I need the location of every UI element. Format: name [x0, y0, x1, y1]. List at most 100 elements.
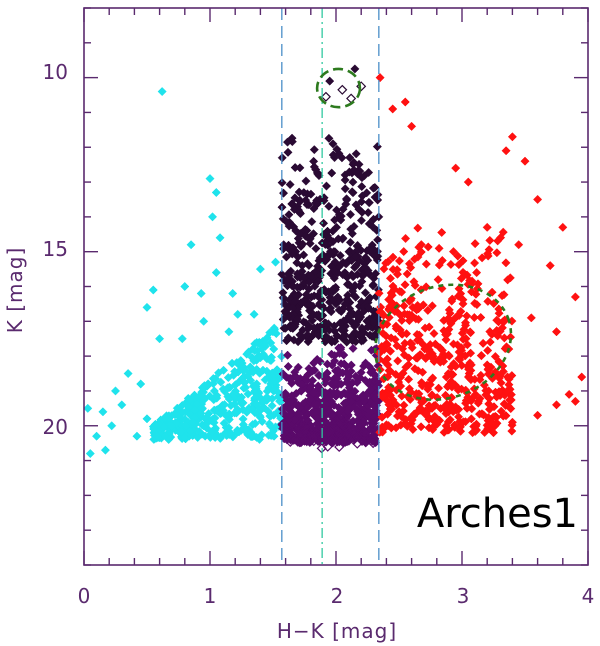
- scatter-point-series-0: [117, 400, 127, 410]
- scatter-point-series-2: [352, 438, 363, 449]
- scatter-point-series-1: [281, 252, 291, 262]
- scatter-point-series-3: [385, 273, 396, 283]
- scatter-point-series-3: [448, 379, 458, 389]
- scatter-point-series-3: [475, 393, 485, 404]
- scatter-point-series-3: [502, 386, 512, 396]
- scatter-point-series-0: [266, 352, 277, 362]
- scatter-point-series-1: [291, 296, 301, 306]
- scatter-point-series-3: [483, 249, 493, 259]
- scatter-point-series-0: [184, 402, 194, 412]
- scatter-point-series-3: [570, 292, 580, 302]
- scatter-point-series-2: [336, 344, 346, 354]
- scatter-point-series-0: [240, 425, 250, 435]
- scatter-point-series-1: [329, 266, 339, 276]
- scatter-point-series-1: [335, 295, 345, 305]
- scatter-point-series-3: [502, 372, 513, 382]
- scatter-point-series-0: [223, 383, 233, 393]
- scatter-point-series-2: [301, 414, 312, 426]
- scatter-point-series-0: [142, 302, 152, 312]
- scatter-point-series-3: [496, 233, 506, 243]
- scatter-point-series-2: [282, 395, 292, 405]
- scatter-point-series-1: [345, 209, 356, 220]
- scatter-point-series-0: [211, 268, 221, 278]
- scatter-point-series-1: [363, 266, 373, 276]
- scatter-point-series-2: [354, 421, 365, 432]
- scatter-point-series-3: [375, 73, 385, 83]
- scatter-point-series-0: [249, 309, 259, 319]
- chart-annotation: Arches1: [417, 491, 578, 537]
- scatter-point-series-1: [346, 93, 357, 104]
- scatter-point-series-0: [172, 403, 182, 413]
- scatter-point-series-3: [444, 351, 454, 361]
- scatter-point-series-3: [507, 132, 517, 142]
- scatter-point-series-1: [340, 268, 350, 278]
- scatter-point-series-1: [340, 175, 350, 185]
- scatter-point-series-2: [334, 434, 346, 445]
- scatter-point-series-3: [458, 295, 468, 305]
- scatter-point-series-3: [507, 426, 517, 436]
- scatter-point-series-2: [285, 428, 296, 440]
- scatter-point-series-3: [417, 381, 427, 391]
- scatter-point-series-0: [269, 431, 279, 441]
- scatter-point-series-3: [454, 311, 464, 321]
- scatter-point-series-1: [284, 210, 294, 220]
- scatter-point-series-1: [346, 224, 356, 234]
- scatter-point-series-0: [148, 285, 158, 295]
- scatter-point-series-1: [310, 281, 320, 291]
- scatter-point-series-3: [402, 310, 412, 320]
- scatter-point-series-1: [344, 311, 354, 321]
- scatter-point-series-2: [339, 398, 349, 408]
- scatter-point-series-1: [365, 246, 375, 256]
- scatter-point-series-3: [442, 329, 453, 339]
- scatter-point-series-0: [262, 395, 272, 405]
- scatter-point-series-0: [136, 379, 146, 389]
- scatter-point-series-3: [533, 410, 543, 420]
- scatter-point-series-3: [407, 415, 417, 425]
- scatter-point-series-3: [487, 418, 497, 428]
- scatter-point-series-3: [485, 235, 495, 245]
- scatter-point-series-1: [285, 179, 295, 190]
- scatter-point-series-3: [406, 263, 416, 273]
- scatter-point-series-3: [375, 348, 385, 358]
- scatter-point-series-3: [558, 222, 568, 232]
- scatter-point-series-2: [332, 430, 343, 441]
- x-tick-label-0: 0: [78, 584, 91, 608]
- scatter-point-series-1: [363, 208, 373, 218]
- scatter-point-series-0: [194, 426, 204, 437]
- scatter-point-series-3: [465, 327, 475, 337]
- scatter-point-series-1: [326, 307, 336, 317]
- scatter-point-series-1: [357, 182, 367, 192]
- scatter-point-series-2: [309, 358, 319, 368]
- scatter-point-series-1: [328, 150, 338, 160]
- scatter-point-series-1: [295, 330, 305, 340]
- scatter-point-series-3: [446, 393, 456, 403]
- scatter-point-series-1: [364, 167, 374, 178]
- scatter-point-series-1: [289, 335, 299, 345]
- scatter-point-series-0: [132, 431, 142, 441]
- scatter-point-series-3: [393, 356, 403, 366]
- scatter-point-series-2: [341, 389, 351, 399]
- scatter-point-series-0: [208, 379, 218, 389]
- scatter-point-series-1: [311, 243, 321, 254]
- scatter-point-series-3: [400, 280, 410, 290]
- scatter-point-series-1: [328, 139, 338, 149]
- scatter-point-series-3: [413, 223, 423, 233]
- scatter-point-series-3: [455, 417, 465, 427]
- scatter-point-series-3: [434, 383, 444, 393]
- scatter-point-series-1: [353, 309, 363, 319]
- scatter-point-series-2: [343, 406, 353, 416]
- scatter-point-series-1: [356, 215, 366, 226]
- scatter-point-series-0: [226, 400, 236, 411]
- scatter-point-series-0: [257, 430, 267, 440]
- scatter-point-series-3: [420, 323, 430, 333]
- scatter-point-series-3: [382, 421, 392, 431]
- y-tick-label-10: 10: [43, 60, 68, 84]
- scatter-point-series-0: [255, 353, 265, 363]
- scatter-point-series-0: [153, 432, 163, 442]
- scatter-point-series-3: [400, 97, 410, 107]
- scatter-point-series-3: [423, 242, 433, 252]
- scatter-point-series-0: [270, 376, 280, 386]
- scatter-point-series-2: [336, 405, 346, 415]
- scatter-point-series-1: [352, 269, 362, 280]
